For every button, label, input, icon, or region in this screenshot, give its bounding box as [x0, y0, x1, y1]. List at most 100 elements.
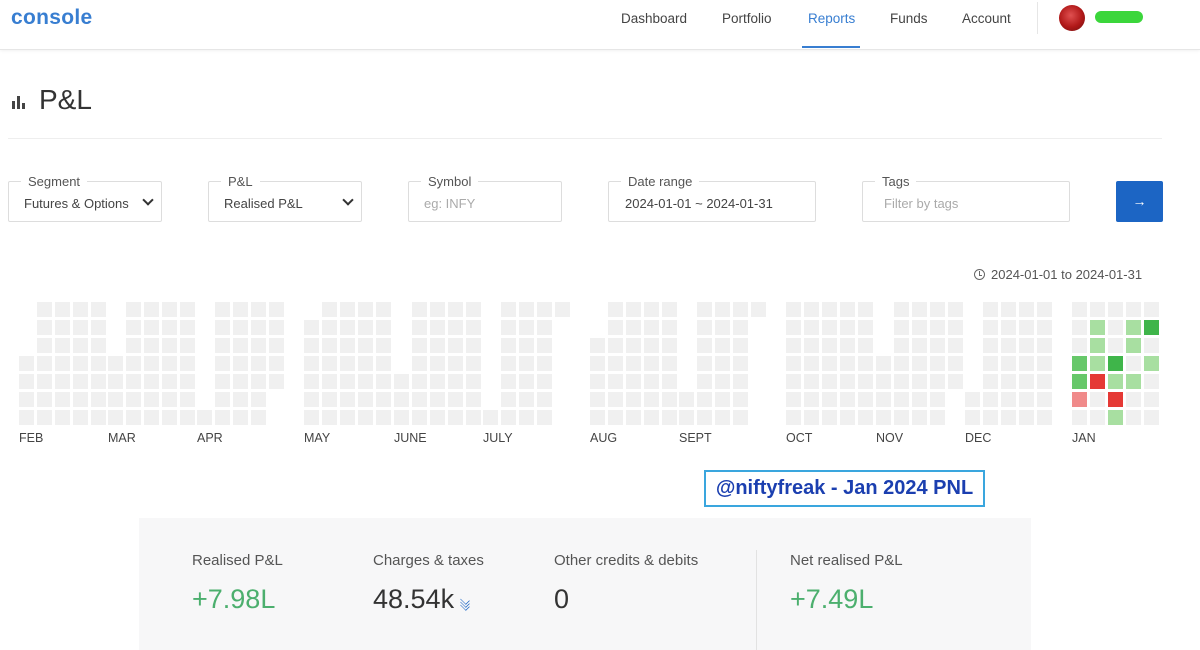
heatmap-day-cell[interactable] [930, 374, 945, 389]
heatmap-day-cell[interactable] [1037, 410, 1052, 425]
heatmap-day-cell[interactable] [91, 302, 106, 317]
heatmap-day-cell[interactable] [394, 392, 409, 407]
heatmap-day-cell[interactable] [108, 374, 123, 389]
heatmap-day-cell[interactable] [804, 374, 819, 389]
heatmap-day-cell[interactable] [644, 320, 659, 335]
heatmap-day-cell[interactable] [1037, 374, 1052, 389]
heatmap-day-cell[interactable] [876, 410, 891, 425]
heatmap-day-cell[interactable] [840, 356, 855, 371]
heatmap-day-cell[interactable] [858, 374, 873, 389]
heatmap-day-cell[interactable] [501, 338, 516, 353]
heatmap-day-cell[interactable] [215, 302, 230, 317]
heatmap-day-cell[interactable] [697, 392, 712, 407]
heatmap-day-cell[interactable] [1037, 392, 1052, 407]
symbol-input[interactable]: Symbol eg: INFY [408, 174, 562, 222]
heatmap-day-cell[interactable] [448, 302, 463, 317]
heatmap-day-cell[interactable] [537, 320, 552, 335]
heatmap-day-cell[interactable] [233, 320, 248, 335]
heatmap-day-cell[interactable] [162, 374, 177, 389]
heatmap-day-cell[interactable] [412, 302, 427, 317]
heatmap-day-cell[interactable] [697, 410, 712, 425]
heatmap-day-cell[interactable] [1108, 356, 1123, 371]
heatmap-day-cell[interactable] [1001, 356, 1016, 371]
heatmap-day-cell[interactable] [626, 338, 641, 353]
heatmap-day-cell[interactable] [983, 338, 998, 353]
heatmap-day-cell[interactable] [1126, 392, 1141, 407]
heatmap-day-cell[interactable] [430, 410, 445, 425]
heatmap-day-cell[interactable] [304, 320, 319, 335]
heatmap-day-cell[interactable] [466, 356, 481, 371]
heatmap-day-cell[interactable] [1019, 374, 1034, 389]
heatmap-day-cell[interactable] [233, 392, 248, 407]
heatmap-day-cell[interactable] [91, 338, 106, 353]
heatmap-day-cell[interactable] [55, 374, 70, 389]
heatmap-day-cell[interactable] [37, 410, 52, 425]
avatar[interactable] [1059, 5, 1085, 31]
heatmap-day-cell[interactable] [19, 410, 34, 425]
heatmap-day-cell[interactable] [412, 392, 427, 407]
heatmap-day-cell[interactable] [822, 374, 837, 389]
heatmap-day-cell[interactable] [948, 302, 963, 317]
heatmap-day-cell[interactable] [215, 374, 230, 389]
heatmap-day-cell[interactable] [876, 392, 891, 407]
heatmap-day-cell[interactable] [269, 320, 284, 335]
heatmap-day-cell[interactable] [519, 338, 534, 353]
heatmap-day-cell[interactable] [519, 302, 534, 317]
heatmap-day-cell[interactable] [358, 356, 373, 371]
heatmap-day-cell[interactable] [144, 410, 159, 425]
heatmap-day-cell[interactable] [786, 320, 801, 335]
heatmap-day-cell[interactable] [983, 320, 998, 335]
heatmap-day-cell[interactable] [1090, 320, 1105, 335]
heatmap-day-cell[interactable] [715, 320, 730, 335]
heatmap-day-cell[interactable] [608, 410, 623, 425]
heatmap-day-cell[interactable] [233, 302, 248, 317]
heatmap-day-cell[interactable] [501, 374, 516, 389]
heatmap-day-cell[interactable] [1144, 410, 1159, 425]
heatmap-day-cell[interactable] [1108, 410, 1123, 425]
heatmap-day-cell[interactable] [894, 392, 909, 407]
heatmap-day-cell[interactable] [1144, 320, 1159, 335]
heatmap-day-cell[interactable] [804, 356, 819, 371]
heatmap-day-cell[interactable] [233, 374, 248, 389]
heatmap-day-cell[interactable] [466, 374, 481, 389]
heatmap-day-cell[interactable] [73, 410, 88, 425]
heatmap-day-cell[interactable] [983, 410, 998, 425]
tags-input[interactable]: Tags Filter by tags [862, 174, 1070, 222]
heatmap-day-cell[interactable] [466, 338, 481, 353]
heatmap-day-cell[interactable] [1126, 320, 1141, 335]
heatmap-day-cell[interactable] [215, 338, 230, 353]
heatmap-day-cell[interactable] [340, 302, 355, 317]
heatmap-day-cell[interactable] [786, 338, 801, 353]
heatmap-day-cell[interactable] [840, 338, 855, 353]
heatmap-day-cell[interactable] [466, 320, 481, 335]
heatmap-day-cell[interactable] [822, 392, 837, 407]
heatmap-day-cell[interactable] [1126, 302, 1141, 317]
heatmap-day-cell[interactable] [608, 302, 623, 317]
heatmap-day-cell[interactable] [144, 302, 159, 317]
heatmap-day-cell[interactable] [215, 320, 230, 335]
heatmap-day-cell[interactable] [1108, 338, 1123, 353]
heatmap-day-cell[interactable] [466, 392, 481, 407]
heatmap-day-cell[interactable] [55, 302, 70, 317]
heatmap-day-cell[interactable] [626, 374, 641, 389]
heatmap-day-cell[interactable] [519, 356, 534, 371]
heatmap-day-cell[interactable] [73, 392, 88, 407]
username-redacted[interactable] [1095, 11, 1143, 23]
heatmap-day-cell[interactable] [644, 392, 659, 407]
heatmap-day-cell[interactable] [448, 356, 463, 371]
heatmap-day-cell[interactable] [358, 338, 373, 353]
heatmap-day-cell[interactable] [948, 338, 963, 353]
nav-account[interactable]: Account [962, 11, 1011, 26]
heatmap-day-cell[interactable] [340, 392, 355, 407]
heatmap-day-cell[interactable] [430, 320, 445, 335]
heatmap-day-cell[interactable] [662, 356, 677, 371]
heatmap-day-cell[interactable] [376, 374, 391, 389]
heatmap-day-cell[interactable] [37, 356, 52, 371]
heatmap-day-cell[interactable] [1019, 392, 1034, 407]
heatmap-day-cell[interactable] [537, 338, 552, 353]
pnl-type-select[interactable]: P&L Realised P&L [208, 174, 362, 222]
heatmap-day-cell[interactable] [412, 374, 427, 389]
heatmap-day-cell[interactable] [1072, 320, 1087, 335]
heatmap-day-cell[interactable] [983, 392, 998, 407]
heatmap-day-cell[interactable] [679, 392, 694, 407]
